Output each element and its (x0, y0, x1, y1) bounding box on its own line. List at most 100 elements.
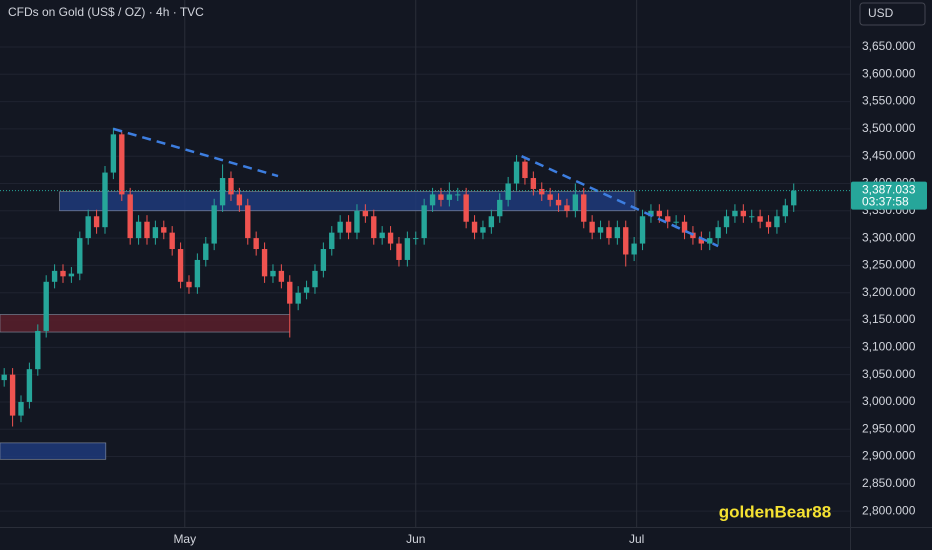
candle-body (194, 259, 201, 288)
candle-body (665, 216, 671, 222)
candle-body (749, 216, 755, 218)
candle-body (723, 216, 730, 228)
candle-body (43, 281, 49, 331)
candle-body (102, 172, 108, 228)
candle-body (236, 194, 243, 206)
y-tick-label: 2,850.000 (862, 476, 916, 490)
candle-body (581, 194, 587, 222)
candle-body (715, 227, 721, 239)
candle-body (673, 221, 679, 223)
candle-body (455, 194, 461, 196)
candle-body (547, 194, 553, 200)
y-tick-label: 3,650.000 (862, 39, 916, 53)
candle-body (152, 227, 159, 239)
candle-body (9, 374, 16, 416)
candle-body (623, 227, 629, 255)
candle-body (740, 210, 747, 217)
candle-body (287, 281, 293, 304)
x-tick-label: Jun (406, 532, 425, 546)
candle-body (774, 216, 780, 228)
candle-body (438, 194, 444, 200)
candle-body (186, 281, 192, 288)
y-tick-label: 3,200.000 (862, 285, 916, 299)
candle-body (564, 205, 570, 211)
candle-body (93, 216, 100, 228)
currency-box[interactable] (859, 2, 926, 26)
candle-body (597, 227, 604, 233)
candle-body (791, 190, 797, 206)
candle-body (698, 238, 705, 244)
price-axis: 2,800.000 2,850.000 2,900.000 2,950.000 3,00… (173, 39, 927, 546)
candle-body (312, 270, 318, 288)
candle-body (119, 134, 125, 195)
zone (0, 314, 291, 333)
candle-body (295, 292, 301, 304)
zone (0, 442, 107, 460)
candle-body (648, 210, 654, 217)
candle-body (614, 227, 621, 239)
countdown: 03:37:58 (862, 195, 909, 209)
candle-body (631, 243, 637, 255)
candle-body (765, 221, 772, 228)
candle-body (387, 232, 394, 244)
candle-body (421, 205, 427, 239)
candle-body (530, 178, 537, 189)
currency[interactable]: USD (868, 6, 894, 20)
candle-body (18, 401, 24, 416)
y-tick-label: 3,600.000 (862, 66, 916, 80)
candle-body (404, 238, 411, 260)
candle-body (320, 249, 327, 271)
candle-body (413, 238, 419, 240)
candle-body (278, 270, 285, 282)
candle-body (245, 205, 251, 239)
candle-body (253, 238, 259, 250)
candle-body (26, 369, 33, 402)
x-tick-label: May (173, 532, 196, 546)
candle-body (463, 194, 469, 222)
candle-body (379, 232, 385, 239)
y-tick-label: 2,800.000 (862, 503, 916, 517)
candle-body (35, 330, 41, 370)
trendline (521, 155, 719, 248)
candle-body (555, 199, 562, 206)
candle-body (488, 216, 495, 228)
candle-body (110, 134, 117, 173)
candle-body (522, 161, 528, 179)
candle-body (228, 178, 234, 195)
candle-body (572, 194, 579, 211)
candle-body (471, 221, 478, 233)
candle-body (144, 221, 150, 239)
y-tick-label: 3,000.000 (862, 394, 916, 408)
y-tick-label: 2,900.000 (862, 449, 916, 463)
candle-body (303, 287, 310, 293)
candle-body (757, 216, 763, 222)
candle-body (782, 205, 789, 217)
candle-body (345, 221, 352, 233)
candle-body (337, 221, 343, 233)
candle-body (51, 270, 58, 282)
candle-body (68, 273, 75, 277)
last-price-label: 3,387.033 (862, 183, 916, 197)
candle-body (606, 227, 612, 239)
candle-body (589, 221, 595, 233)
y-tick-label: 3,100.000 (862, 340, 916, 354)
candle-body (77, 238, 83, 274)
x-tick-label: Jul (629, 532, 644, 546)
candle-body (639, 216, 646, 244)
candle-body (203, 243, 209, 260)
y-tick-label: 3,250.000 (862, 258, 916, 272)
y-tick-label: 3,050.000 (862, 367, 916, 381)
candle-body (219, 178, 226, 206)
candle-body (681, 221, 688, 233)
y-tick-label: 3,500.000 (862, 121, 916, 135)
candle-body (169, 232, 175, 250)
trendline (113, 127, 279, 178)
candle-body (656, 210, 663, 217)
candle-body (329, 232, 335, 250)
y-tick-label: 2,950.000 (862, 421, 916, 435)
candle-body (362, 210, 369, 217)
candle-body (270, 270, 276, 277)
